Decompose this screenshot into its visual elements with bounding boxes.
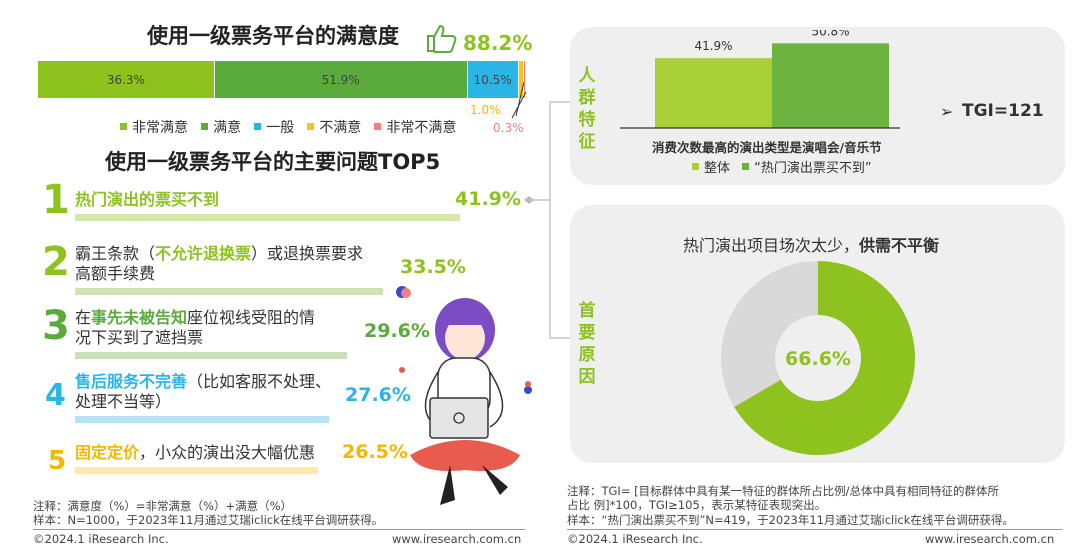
person-with-laptop-illustration (396, 286, 532, 505)
tgi-arrow-icon: ➢ (940, 102, 954, 121)
right-footer-rule (567, 529, 1062, 530)
donut-center-label: 66.6% (785, 348, 851, 370)
thumbs-up-icon (427, 24, 457, 53)
reason-title-text: 热门演出项目场次太少， (683, 236, 860, 255)
crowd-chart-title: 消费次数最高的演出类型是演唱会/音乐节 (652, 140, 882, 155)
right-note-2: 占比 例]*100，TGI≥105，表示某特征表现突出。 (567, 498, 827, 512)
right-website: www.iresearch.com.cn (925, 532, 1055, 546)
rank-number: 4 (45, 378, 66, 413)
reason-title: 热门演出项目场次太少，供需不平衡 (683, 232, 939, 256)
problem-text-line2: 高额手续费 (75, 264, 156, 283)
reason-donut-chart: 66.6% (721, 261, 915, 455)
satisfaction-total: 88.2% (463, 31, 533, 55)
top5-title: 使用一级票务平台的主要问题TOP5 (105, 150, 441, 174)
problem-bar (75, 416, 329, 423)
tgi-label: TGI=121 (962, 101, 1044, 121)
problem-percent: 26.5% (342, 441, 408, 463)
problem-text-part: （比如客服不处理、 (187, 372, 332, 391)
leader-lines (511, 81, 527, 119)
problem-percent: 33.5% (400, 256, 466, 278)
satisfaction-segment: 10.5% (467, 61, 518, 98)
right-note-1: 注释：TGI= [目标群体中具有某一特征的群体所占比例/总体中具有相同特征的群体… (567, 484, 999, 498)
problem-text-part: 霸王条款（ (75, 244, 156, 263)
problem-text: 固定定价，小众的演出没大幅优惠 (75, 443, 315, 463)
left-copyright: ©2024.1 iResearch Inc. (33, 532, 169, 546)
problem-highlight: 固定定价 (75, 443, 140, 462)
legend-overall: 整体 (692, 157, 730, 176)
connector-bracket (524, 101, 570, 339)
crowd-bar (655, 58, 772, 128)
crowd-vertical-label: 人群特征 (578, 66, 596, 152)
crowd-bar-label: 50.8% (811, 30, 849, 38)
satisfaction-stacked-bar: 36.3% 51.9% 10.5% (38, 61, 525, 98)
satisfaction-legend: 非常满意 满意 一般 不满意 非常不满意 (120, 115, 464, 137)
problem-percent: 27.6% (345, 384, 411, 406)
reason-vertical-label: 首要原因 (578, 301, 596, 387)
left-website: www.iresearch.com.cn (392, 532, 522, 546)
rank-number: 1 (42, 177, 70, 223)
legend-very-satisfied: 非常满意 (120, 117, 188, 137)
problem-text-part: 座位视线受阻的情 (187, 308, 316, 327)
rank-number: 5 (48, 446, 67, 476)
problem-percent: 41.9% (455, 188, 521, 210)
satisfaction-segment: 51.9% (214, 61, 467, 98)
problem-highlight: 热门演出的票买不到 (75, 190, 220, 209)
satisfaction-segment (523, 61, 525, 98)
problem-text: 售后服务不完善（比如客服不处理、 处理不当等） (75, 372, 331, 412)
problem-highlight: 事先未被告知 (91, 308, 188, 327)
problem-text: 在事先未被告知座位视线受阻的情 况下买到了遮挡票 (75, 308, 315, 348)
right-note-3: 样本：“热门演出票买不到”N=419，于2023年11月通过艾瑞iclick在线… (567, 513, 1014, 527)
legend-neutral: 一般 (254, 117, 294, 137)
crowd-legend: 整体 “热门演出票买不到” (692, 157, 880, 176)
satisfaction-segment: 36.3% (38, 61, 214, 98)
problem-text: 霸王条款（不允许退换票）或退换票要求高额手续费 (75, 244, 363, 284)
problem-text-part: ）或退换票要求 (251, 244, 364, 263)
rank-number: 3 (42, 303, 70, 349)
satisfaction-segment-label: 51.9% (321, 72, 360, 87)
left-note-1: 注释：满意度（%）=非常满意（%）+满意（%） (33, 499, 293, 513)
left-footer-rule (33, 529, 525, 530)
problem-bar (75, 288, 383, 295)
legend-cant-buy: “热门演出票买不到” (742, 157, 872, 176)
label-dissatisfied: 1.0% (470, 103, 501, 117)
legend-very-dissatisfied: 非常不满意 (374, 117, 456, 137)
label-very-dissatisfied: 0.3% (493, 121, 524, 135)
problem-text-part: ，小众的演出没大幅优惠 (139, 443, 316, 462)
donut-slice (734, 261, 915, 455)
legend-dissatisfied: 不满意 (307, 117, 361, 137)
satisfaction-title: 使用一级票务平台的满意度 (147, 24, 399, 48)
crowd-bar (772, 43, 889, 129)
crowd-bar-chart: 41.9% 50.8% (620, 30, 900, 129)
satisfaction-segment-label: 36.3% (106, 72, 145, 87)
legend-satisfied: 满意 (201, 117, 241, 137)
rank-number: 2 (42, 239, 70, 285)
problem-bar (75, 352, 347, 359)
problem-text-line2: 况下买到了遮挡票 (75, 328, 204, 347)
problem-highlight: 售后服务不完善 (75, 372, 188, 391)
problem-highlight: 不允许退换票 (155, 244, 252, 263)
problem-bar (75, 467, 319, 474)
problem-bar (75, 214, 460, 221)
reason-title-bold: 供需不平衡 (859, 236, 940, 255)
left-note-2: 样本：N=1000，于2023年11月通过艾瑞iclick在线平台调研获得。 (33, 513, 384, 527)
donut-slice (721, 261, 818, 407)
problem-text-line2: 处理不当等） (75, 392, 172, 411)
problem-percent: 29.6% (364, 320, 430, 342)
satisfaction-segment-label: 10.5% (473, 72, 512, 87)
crowd-bar-label: 41.9% (694, 39, 732, 53)
problem-text-part: 在 (75, 308, 92, 327)
satisfaction-segment (518, 61, 523, 98)
problem-text: 热门演出的票买不到 (75, 190, 219, 210)
right-copyright: ©2024.1 iResearch Inc. (567, 532, 703, 546)
